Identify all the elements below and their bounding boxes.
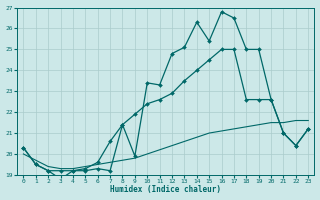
X-axis label: Humidex (Indice chaleur): Humidex (Indice chaleur) xyxy=(110,185,221,194)
